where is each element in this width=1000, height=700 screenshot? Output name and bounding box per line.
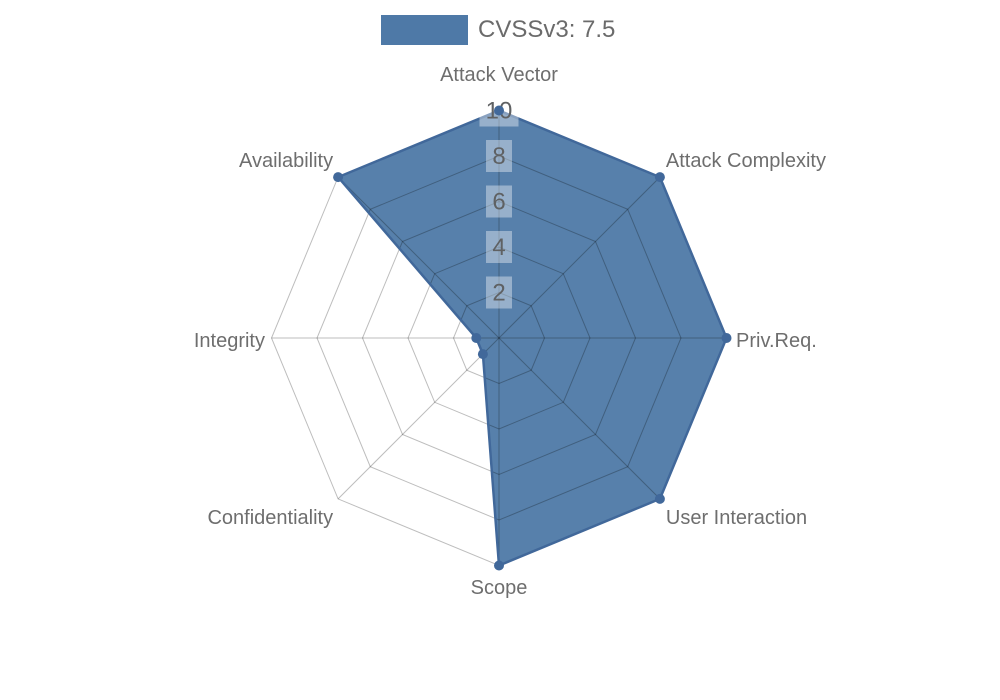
grid-spoke-confidentiality: [337, 337, 500, 500]
data-point-attack-complexity[interactable]: [654, 172, 665, 183]
axis-label-confidentiality: Confidentiality: [207, 507, 333, 529]
data-point-confidentiality[interactable]: [477, 349, 488, 360]
axis-label-scope: Scope: [471, 577, 528, 599]
data-point-attack-vector[interactable]: [494, 105, 504, 116]
tick-label-8: 8: [492, 143, 505, 170]
tick-backdrop-4: [486, 231, 512, 263]
axis-label-availability: Availability: [239, 150, 333, 172]
grid-spoke-availability: [337, 176, 500, 339]
data-point-scope[interactable]: [494, 560, 504, 571]
tick-label-4: 4: [492, 234, 505, 261]
tick-backdrop-2: [486, 276, 512, 309]
grid-spoke-attack-complexity: [498, 176, 661, 339]
tick-backdrop-8: [486, 140, 512, 172]
axis-label-attack-vector: Attack Vector: [440, 64, 558, 86]
legend-label: CVSSv3: 7.5: [478, 16, 616, 43]
grid-ring-2: [452, 291, 546, 385]
axis-label-attack-complexity: Attack Complexity: [666, 150, 826, 172]
grid-spoke-user-interaction: [498, 337, 661, 500]
data-point-priv-req[interactable]: [721, 333, 732, 343]
grid-ring-4: [407, 246, 591, 430]
legend-swatch: [381, 15, 468, 45]
legend-item[interactable]: CVSSv3: 7.5: [381, 15, 615, 45]
axis-label-user-interaction: User Interaction: [666, 507, 807, 529]
data-point-integrity[interactable]: [471, 333, 482, 343]
tick-label-2: 2: [492, 280, 505, 307]
data-point-user-interaction[interactable]: [654, 493, 665, 504]
axis-label-priv-req: Priv.Req.: [736, 330, 817, 352]
grid-ring-6: [361, 200, 637, 476]
axis-label-integrity: Integrity: [194, 330, 265, 352]
tick-backdrop-6: [486, 185, 512, 218]
data-point-availability[interactable]: [333, 172, 344, 183]
radar-fill-area: [338, 110, 727, 566]
grid-ring-8: [316, 155, 682, 521]
tick-label-6: 6: [492, 189, 505, 216]
